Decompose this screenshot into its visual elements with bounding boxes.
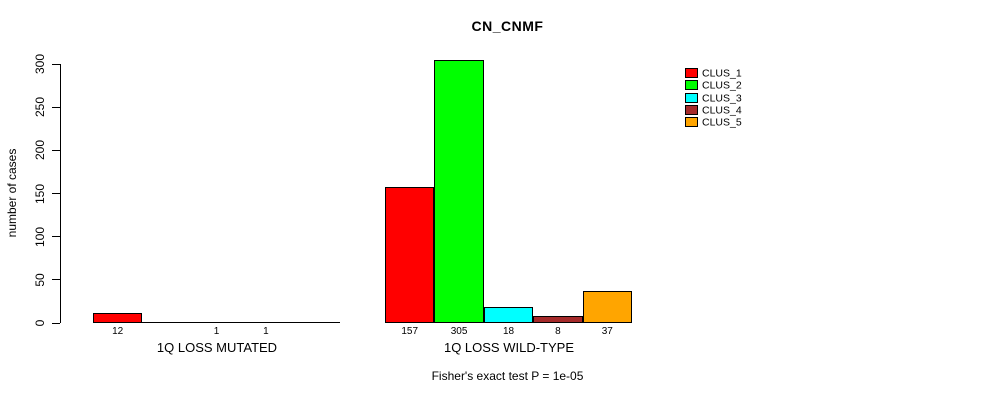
legend-swatch-clus_1	[685, 68, 698, 78]
legend-swatch-clus_2	[685, 80, 698, 91]
y-tick-label-300: 300	[33, 53, 47, 75]
bar-clus_1-group2	[385, 187, 435, 323]
y-tick-mark-300	[52, 63, 60, 65]
bar-clus_4-group2	[533, 316, 583, 323]
legend-swatch-clus_4	[685, 104, 698, 115]
legend-label-clus_1: CLUS_1	[702, 67, 742, 80]
bar-clus_5-group1	[290, 321, 340, 323]
bar-clus_2-group2	[434, 59, 484, 323]
bar-value-label-clus_2-group2: 305	[450, 326, 468, 337]
bar-clus_3-group2	[483, 307, 534, 323]
y-tick-mark-150	[52, 193, 60, 194]
bar-value-label-clus_1-group2: 157	[401, 326, 419, 337]
y-tick-mark-50	[52, 279, 60, 281]
bar-value-label-clus_5-group2: 37	[601, 326, 613, 337]
bar-clus_5-group2	[582, 291, 632, 323]
bar-clus_3-group1	[191, 321, 242, 323]
legend-label-clus_2: CLUS_2	[702, 79, 742, 92]
y-axis-label: number of cases	[5, 148, 19, 238]
y-tick-mark-250	[52, 106, 60, 108]
fisher-exact-test-note: Fisher's exact test P = 1e-05	[431, 369, 584, 383]
chart-title: CN_CNMF	[471, 18, 544, 34]
y-axis-line	[60, 64, 61, 323]
y-tick-label-100: 100	[33, 226, 47, 247]
y-tick-label-200: 200	[33, 140, 47, 161]
bar-value-label-clus_4-group1: 1	[263, 326, 269, 337]
y-tick-label-250: 250	[33, 97, 47, 118]
bar-value-label-clus_3-group2: 18	[502, 326, 515, 337]
y-tick-label-0: 0	[33, 319, 47, 327]
legend-label-clus_4: CLUS_4	[702, 104, 742, 117]
legend-swatch-clus_5	[685, 117, 698, 128]
legend-swatch-clus_3	[685, 92, 698, 103]
bar-clus_2-group1	[142, 321, 192, 323]
bar-clus_4-group1	[241, 321, 291, 323]
group-label-1q-loss-mutated: 1Q LOSS MUTATED	[156, 340, 278, 355]
group-label-1q-loss-wild-type: 1Q LOSS WILD-TYPE	[443, 340, 575, 355]
y-tick-mark-200	[52, 149, 60, 151]
bar-clus_1-group1	[93, 312, 143, 323]
y-tick-label-150: 150	[33, 183, 47, 204]
bar-value-label-clus_3-group1: 1	[213, 326, 220, 337]
y-tick-label-50: 50	[33, 273, 47, 287]
bar-value-label-clus_1-group1: 12	[112, 326, 124, 337]
bar-value-label-clus_4-group2: 8	[555, 326, 561, 337]
legend-label-clus_5: CLUS_5	[702, 116, 742, 129]
y-tick-mark-100	[52, 236, 60, 238]
legend-label-clus_3: CLUS_3	[702, 92, 742, 105]
y-tick-mark-0	[52, 322, 60, 324]
